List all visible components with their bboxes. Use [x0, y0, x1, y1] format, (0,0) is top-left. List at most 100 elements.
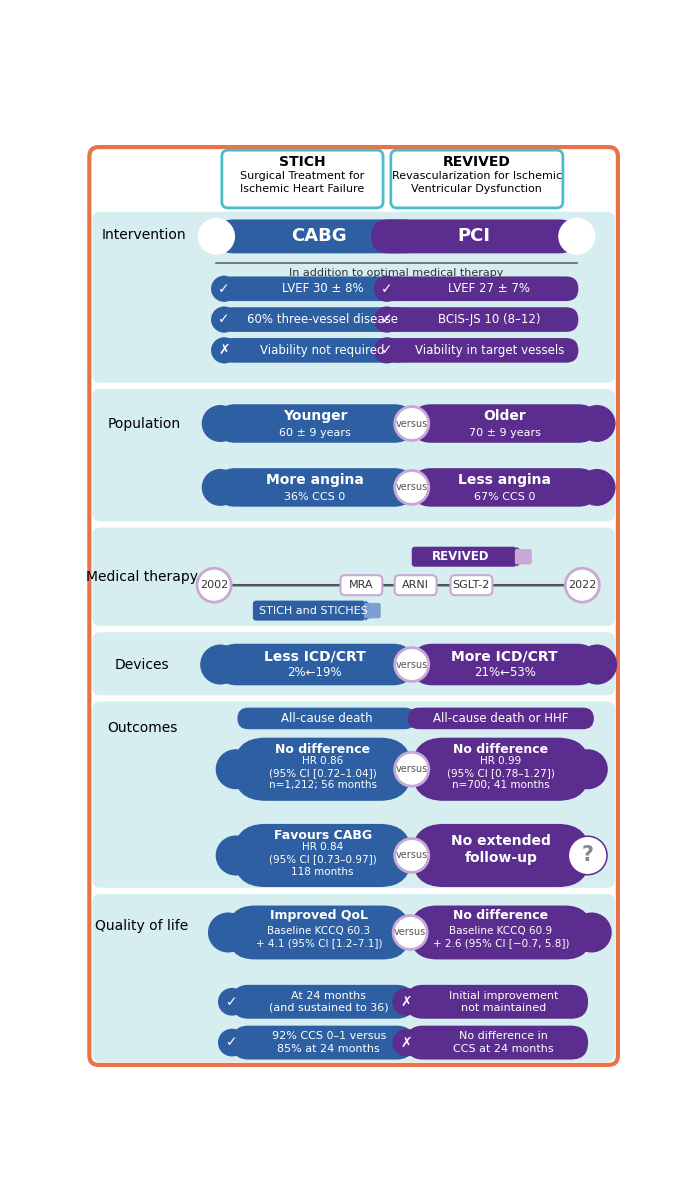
- Circle shape: [569, 838, 607, 874]
- Text: ✗: ✗: [400, 995, 412, 1009]
- Text: Younger: Younger: [283, 409, 347, 422]
- Text: ✓: ✓: [381, 312, 393, 326]
- Text: ✗: ✗: [400, 1036, 412, 1050]
- Text: versus: versus: [395, 851, 428, 860]
- FancyBboxPatch shape: [233, 824, 412, 887]
- Text: LVEF 30 ± 8%: LVEF 30 ± 8%: [282, 282, 364, 295]
- Text: 92% CCS 0–1 versus
85% at 24 months: 92% CCS 0–1 versus 85% at 24 months: [272, 1031, 386, 1054]
- Text: LVEF 27 ± 7%: LVEF 27 ± 7%: [448, 282, 530, 295]
- FancyBboxPatch shape: [92, 211, 615, 383]
- Text: MRA: MRA: [349, 581, 373, 590]
- Circle shape: [395, 648, 428, 682]
- FancyBboxPatch shape: [384, 307, 578, 332]
- Circle shape: [578, 469, 615, 506]
- FancyBboxPatch shape: [406, 985, 588, 1019]
- Text: versus: versus: [395, 764, 428, 774]
- Text: 36% CCS 0: 36% CCS 0: [284, 492, 346, 502]
- Circle shape: [393, 988, 420, 1015]
- FancyBboxPatch shape: [406, 1026, 588, 1060]
- Circle shape: [197, 569, 231, 602]
- Circle shape: [577, 644, 617, 684]
- FancyBboxPatch shape: [237, 708, 415, 730]
- FancyBboxPatch shape: [371, 220, 576, 253]
- Text: Improved QoL: Improved QoL: [270, 910, 368, 922]
- Circle shape: [393, 1028, 420, 1056]
- FancyBboxPatch shape: [92, 389, 615, 521]
- Circle shape: [393, 916, 427, 949]
- Circle shape: [395, 407, 428, 440]
- Text: versus: versus: [395, 660, 428, 670]
- Text: HR 0.84
(95% CI [0.73–0.97])
118 months: HR 0.84 (95% CI [0.73–0.97]) 118 months: [268, 842, 377, 877]
- Text: 2002: 2002: [200, 581, 228, 590]
- Text: ARNI: ARNI: [402, 581, 429, 590]
- FancyBboxPatch shape: [391, 150, 563, 208]
- Text: STICH and STICHES: STICH and STICHES: [259, 606, 367, 616]
- Text: ✗: ✗: [219, 343, 230, 358]
- Text: Outcomes: Outcomes: [107, 721, 177, 736]
- Text: 2022: 2022: [568, 581, 596, 590]
- FancyBboxPatch shape: [92, 528, 615, 626]
- Text: Less angina: Less angina: [458, 473, 551, 487]
- FancyBboxPatch shape: [412, 468, 598, 506]
- Text: versus: versus: [394, 928, 426, 937]
- Text: SGLT-2: SGLT-2: [453, 581, 490, 590]
- FancyBboxPatch shape: [216, 220, 422, 253]
- Text: No difference: No difference: [453, 910, 549, 922]
- Circle shape: [200, 644, 241, 684]
- Text: 21%←53%: 21%←53%: [474, 666, 535, 679]
- Circle shape: [567, 835, 608, 876]
- FancyBboxPatch shape: [412, 404, 598, 443]
- FancyBboxPatch shape: [216, 468, 414, 506]
- Text: Initial improvement
not maintained: Initial improvement not maintained: [448, 990, 558, 1013]
- FancyBboxPatch shape: [364, 602, 381, 618]
- FancyBboxPatch shape: [216, 643, 414, 685]
- Text: ✓: ✓: [226, 995, 238, 1009]
- FancyBboxPatch shape: [216, 404, 414, 443]
- Text: All-cause death or HHF: All-cause death or HHF: [433, 712, 569, 725]
- Text: ✓: ✓: [381, 282, 393, 295]
- FancyBboxPatch shape: [228, 906, 410, 960]
- FancyBboxPatch shape: [222, 150, 383, 208]
- Text: ✓: ✓: [226, 1036, 238, 1050]
- Text: PCI: PCI: [457, 227, 491, 245]
- FancyBboxPatch shape: [92, 702, 615, 888]
- Circle shape: [216, 749, 256, 790]
- Circle shape: [211, 306, 237, 332]
- FancyBboxPatch shape: [89, 148, 618, 1064]
- FancyBboxPatch shape: [410, 906, 592, 960]
- Text: Medical therapy: Medical therapy: [86, 570, 198, 583]
- FancyBboxPatch shape: [412, 547, 516, 566]
- Circle shape: [565, 569, 600, 602]
- Circle shape: [218, 1028, 246, 1056]
- FancyBboxPatch shape: [515, 550, 532, 564]
- Text: CABG: CABG: [291, 227, 346, 245]
- Text: No difference in
CCS at 24 months: No difference in CCS at 24 months: [453, 1031, 553, 1054]
- Text: Quality of life: Quality of life: [95, 919, 188, 934]
- Text: HR 0.99
(95% CI [0.78–1.27])
n=700; 41 months: HR 0.99 (95% CI [0.78–1.27]) n=700; 41 m…: [447, 756, 555, 791]
- Text: STICH: STICH: [279, 156, 326, 169]
- Text: REVIVED: REVIVED: [431, 551, 489, 563]
- FancyBboxPatch shape: [340, 575, 382, 595]
- FancyBboxPatch shape: [220, 276, 410, 301]
- Text: 2%←19%: 2%←19%: [288, 666, 342, 679]
- Text: BCIS-JS 10 (8–12): BCIS-JS 10 (8–12): [438, 313, 540, 326]
- Circle shape: [571, 912, 612, 953]
- Text: versus: versus: [395, 482, 428, 492]
- Text: No extended
follow-up: No extended follow-up: [451, 834, 551, 865]
- Circle shape: [374, 337, 400, 364]
- Text: Surgical Treatment for
Ischemic Heart Failure: Surgical Treatment for Ischemic Heart Fa…: [240, 172, 364, 193]
- Text: Favours CABG: Favours CABG: [273, 829, 372, 842]
- Circle shape: [395, 470, 428, 504]
- Text: Less ICD/CRT: Less ICD/CRT: [264, 649, 366, 664]
- Text: ?: ?: [582, 846, 593, 865]
- Text: Viability not required: Viability not required: [260, 344, 385, 356]
- Text: Baseline KCCQ 60.9
+ 2.6 (95% CI [−0.7, 5.8]): Baseline KCCQ 60.9 + 2.6 (95% CI [−0.7, …: [433, 926, 569, 948]
- Circle shape: [578, 406, 615, 442]
- Text: No difference: No difference: [275, 743, 371, 756]
- FancyBboxPatch shape: [451, 575, 493, 595]
- Circle shape: [201, 406, 239, 442]
- FancyBboxPatch shape: [384, 276, 578, 301]
- Text: ✓: ✓: [381, 343, 393, 358]
- FancyBboxPatch shape: [232, 985, 414, 1019]
- Text: Revascularization for Ischemic
Ventricular Dysfunction: Revascularization for Ischemic Ventricul…: [392, 172, 562, 193]
